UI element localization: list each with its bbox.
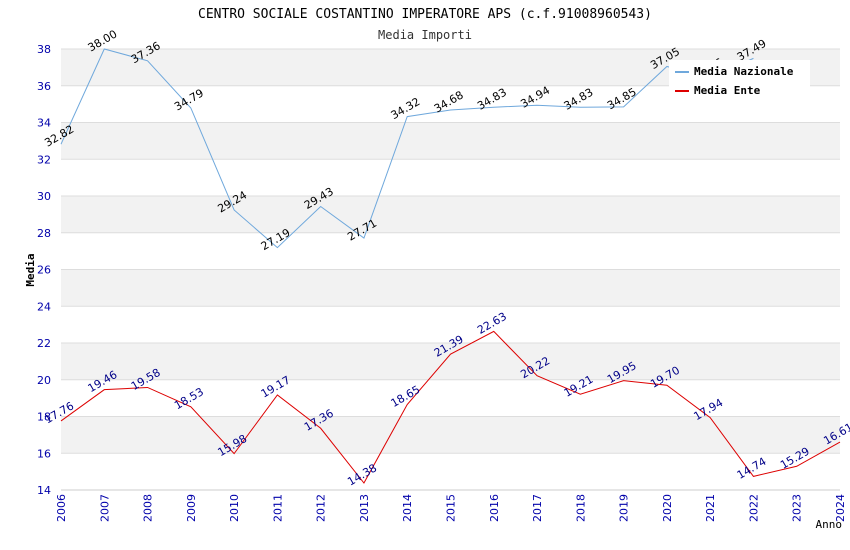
plot-bands [61, 49, 840, 490]
y-tick-label: 16 [37, 447, 51, 460]
x-tick-label: 2022 [747, 494, 760, 522]
x-tick-label: 2015 [445, 494, 458, 522]
plot-band [61, 306, 840, 343]
plot-band [61, 453, 840, 490]
plot-band [61, 159, 840, 196]
x-tick-label: 2020 [661, 494, 674, 522]
y-tick-label: 28 [37, 227, 51, 240]
chart-subtitle: Media Importi [378, 28, 472, 42]
plot-band [61, 416, 840, 454]
x-tick-label: 2010 [228, 494, 241, 522]
plot-band [61, 196, 840, 233]
x-tick-label: 2023 [791, 494, 804, 522]
plot-band [61, 232, 840, 270]
legend-label-media-ente: Media Ente [694, 84, 761, 97]
x-tick-label: 2012 [315, 494, 328, 522]
y-tick-label: 22 [37, 337, 51, 350]
y-tick-label: 24 [37, 300, 51, 313]
x-tick-label: 2008 [142, 494, 155, 522]
plot-band [61, 122, 840, 160]
series-lines [60, 48, 841, 484]
y-tick-label: 36 [37, 80, 51, 93]
x-axis-ticks: 2006 2007 2008 2009 2010 2011 2012 2013 2014 2015… [55, 494, 847, 522]
x-tick-label: 2016 [488, 494, 501, 522]
y-tick-label: 38 [37, 43, 51, 56]
y-tick-label: 32 [37, 153, 51, 166]
y-tick-label: 18 [37, 411, 51, 424]
legend: Media Nazionale Media Ente [669, 60, 810, 102]
plot-band [61, 343, 840, 380]
x-tick-label: 2013 [358, 494, 371, 522]
x-tick-label: 2019 [618, 494, 631, 522]
y-tick-label: 34 [37, 117, 51, 130]
y-axis-label: Media [24, 253, 37, 286]
legend-box [669, 60, 810, 102]
y-tick-label: 26 [37, 264, 51, 277]
series-line-media-nazionale [60, 48, 754, 249]
x-axis-label: Anno [816, 518, 843, 531]
plot-band [61, 379, 840, 417]
x-tick-label: 2011 [271, 494, 284, 522]
y-axis-ticks: 14 16 18 20 22 24 26 28 30 32 34 36 38 [37, 43, 51, 497]
series-line-media-ente [60, 330, 841, 484]
x-tick-label: 2017 [531, 494, 544, 522]
x-tick-label: 2018 [574, 494, 587, 522]
grid-lines [61, 48, 840, 491]
x-tick-label: 2021 [704, 494, 717, 522]
y-tick-label: 20 [37, 374, 51, 387]
chart-title: CENTRO SOCIALE COSTANTINO IMPERATORE APS… [198, 7, 652, 22]
y-tick-label: 14 [37, 484, 51, 497]
x-tick-label: 2006 [55, 494, 68, 522]
legend-label-media-nazionale: Media Nazionale [694, 65, 794, 78]
x-tick-label: 2009 [185, 494, 198, 522]
y-tick-label: 30 [37, 190, 51, 203]
x-tick-label: 2014 [401, 494, 414, 522]
x-tick-label: 2007 [98, 494, 111, 522]
plot-band [61, 269, 840, 307]
x-tick-label: 2024 [834, 494, 847, 522]
